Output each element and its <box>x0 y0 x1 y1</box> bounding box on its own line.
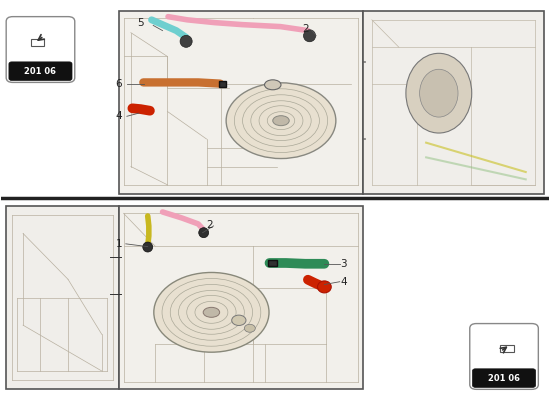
Ellipse shape <box>203 307 219 317</box>
Circle shape <box>244 324 255 332</box>
Text: 2: 2 <box>206 220 212 230</box>
Text: Elferspot.com: Elferspot.com <box>273 103 408 122</box>
FancyBboxPatch shape <box>9 62 72 80</box>
Ellipse shape <box>304 30 316 42</box>
Ellipse shape <box>265 80 281 90</box>
Text: 4: 4 <box>340 277 347 287</box>
Bar <box>219 81 225 87</box>
Text: 5: 5 <box>138 18 144 28</box>
Bar <box>6 206 119 389</box>
Bar <box>119 206 363 389</box>
FancyBboxPatch shape <box>6 17 75 82</box>
FancyBboxPatch shape <box>470 324 538 389</box>
Text: 201 06: 201 06 <box>24 67 57 76</box>
Text: 6: 6 <box>116 80 122 90</box>
Text: 3: 3 <box>340 259 347 269</box>
FancyBboxPatch shape <box>472 369 536 387</box>
Ellipse shape <box>154 272 269 352</box>
Bar <box>268 260 277 266</box>
Bar <box>500 344 514 352</box>
Ellipse shape <box>199 228 208 238</box>
Text: Elferspot.com: Elferspot.com <box>142 290 277 309</box>
Ellipse shape <box>143 242 153 252</box>
Text: 1: 1 <box>116 239 122 249</box>
Text: 4: 4 <box>116 111 122 121</box>
Ellipse shape <box>180 35 192 47</box>
Bar <box>363 11 544 194</box>
Ellipse shape <box>317 281 331 293</box>
Ellipse shape <box>420 69 458 117</box>
Ellipse shape <box>273 116 289 126</box>
Ellipse shape <box>406 53 472 133</box>
Bar <box>31 38 44 46</box>
Bar <box>119 11 363 194</box>
Circle shape <box>232 315 246 326</box>
Text: 201 06: 201 06 <box>488 374 520 382</box>
Text: 2: 2 <box>302 24 309 34</box>
Ellipse shape <box>226 83 336 158</box>
